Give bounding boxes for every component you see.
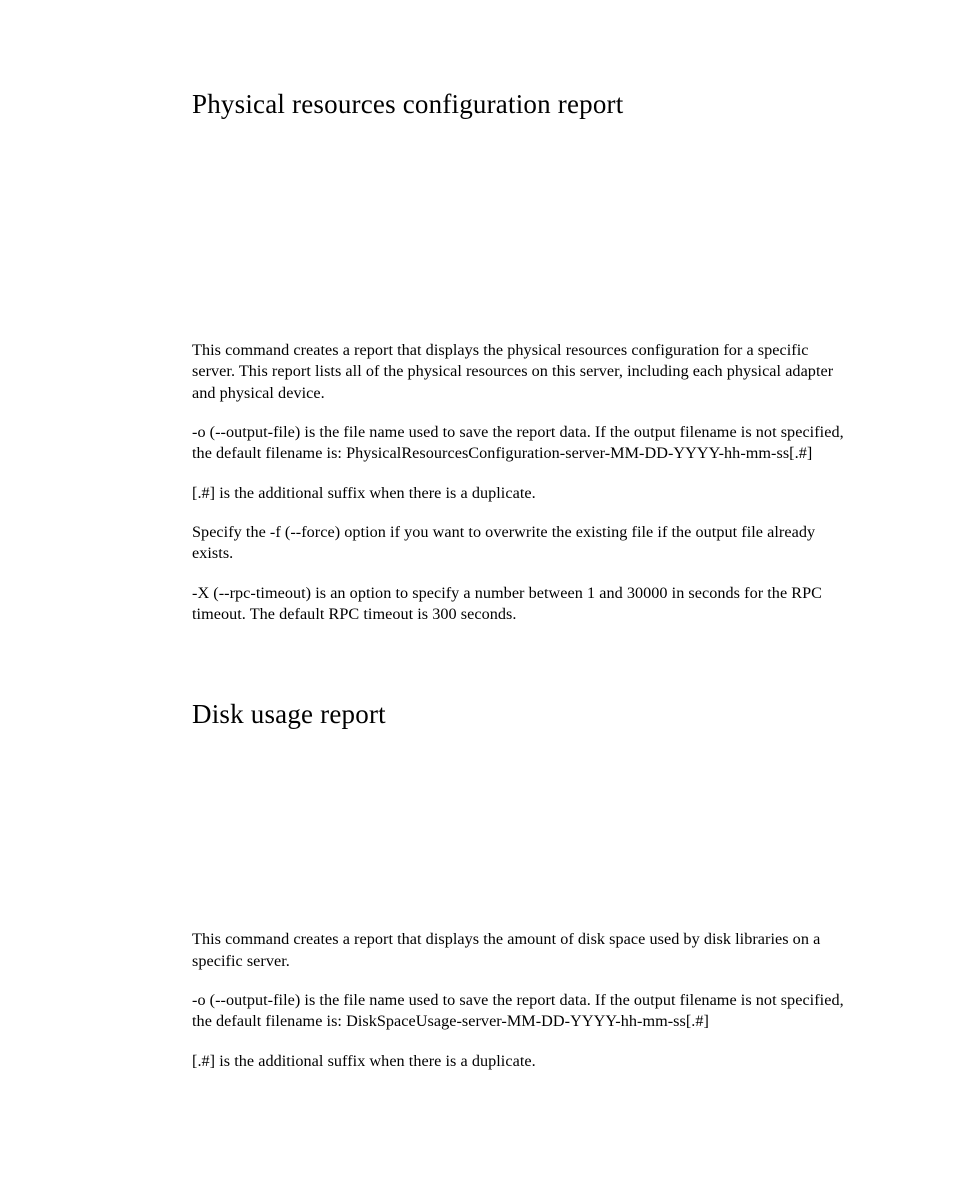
body-paragraph: Specify the -f (--force) option if you w…	[192, 522, 854, 565]
section-heading-physical-resources: Physical resources configuration report	[192, 88, 854, 122]
spacer	[192, 644, 854, 698]
document-page: Physical resources configuration report …	[0, 0, 954, 1190]
body-paragraph: This command creates a report that displ…	[192, 340, 854, 404]
body-paragraph: [.#] is the additional suffix when there…	[192, 483, 854, 504]
spacer	[192, 122, 854, 340]
body-paragraph: This command creates a report that displ…	[192, 929, 854, 972]
section-heading-disk-usage: Disk usage report	[192, 698, 854, 732]
body-paragraph: -o (--output-file) is the file name used…	[192, 422, 854, 465]
spacer	[192, 731, 854, 929]
body-paragraph: -X (--rpc-timeout) is an option to speci…	[192, 583, 854, 626]
body-paragraph: -o (--output-file) is the file name used…	[192, 990, 854, 1033]
body-paragraph: [.#] is the additional suffix when there…	[192, 1051, 854, 1072]
